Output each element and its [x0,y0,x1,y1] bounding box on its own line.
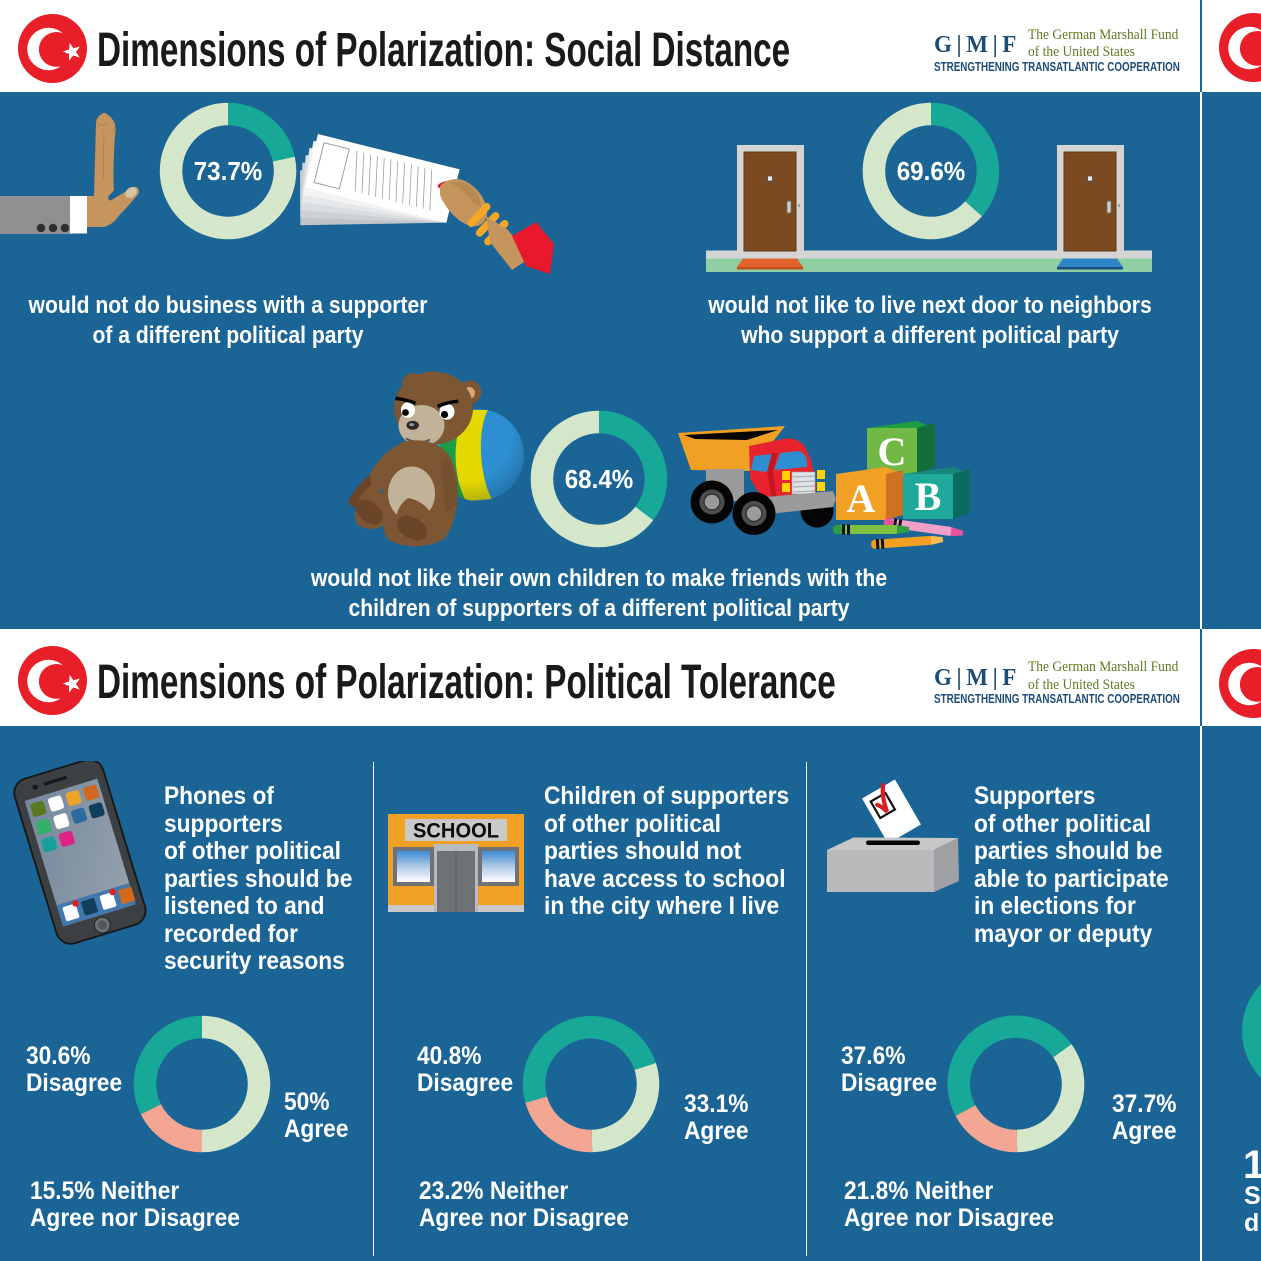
svg-text:C: C [878,429,907,474]
svg-text:SCHOOL: SCHOOL [413,820,499,843]
svg-text:A: A [847,476,876,521]
svg-text:B: B [915,474,942,519]
